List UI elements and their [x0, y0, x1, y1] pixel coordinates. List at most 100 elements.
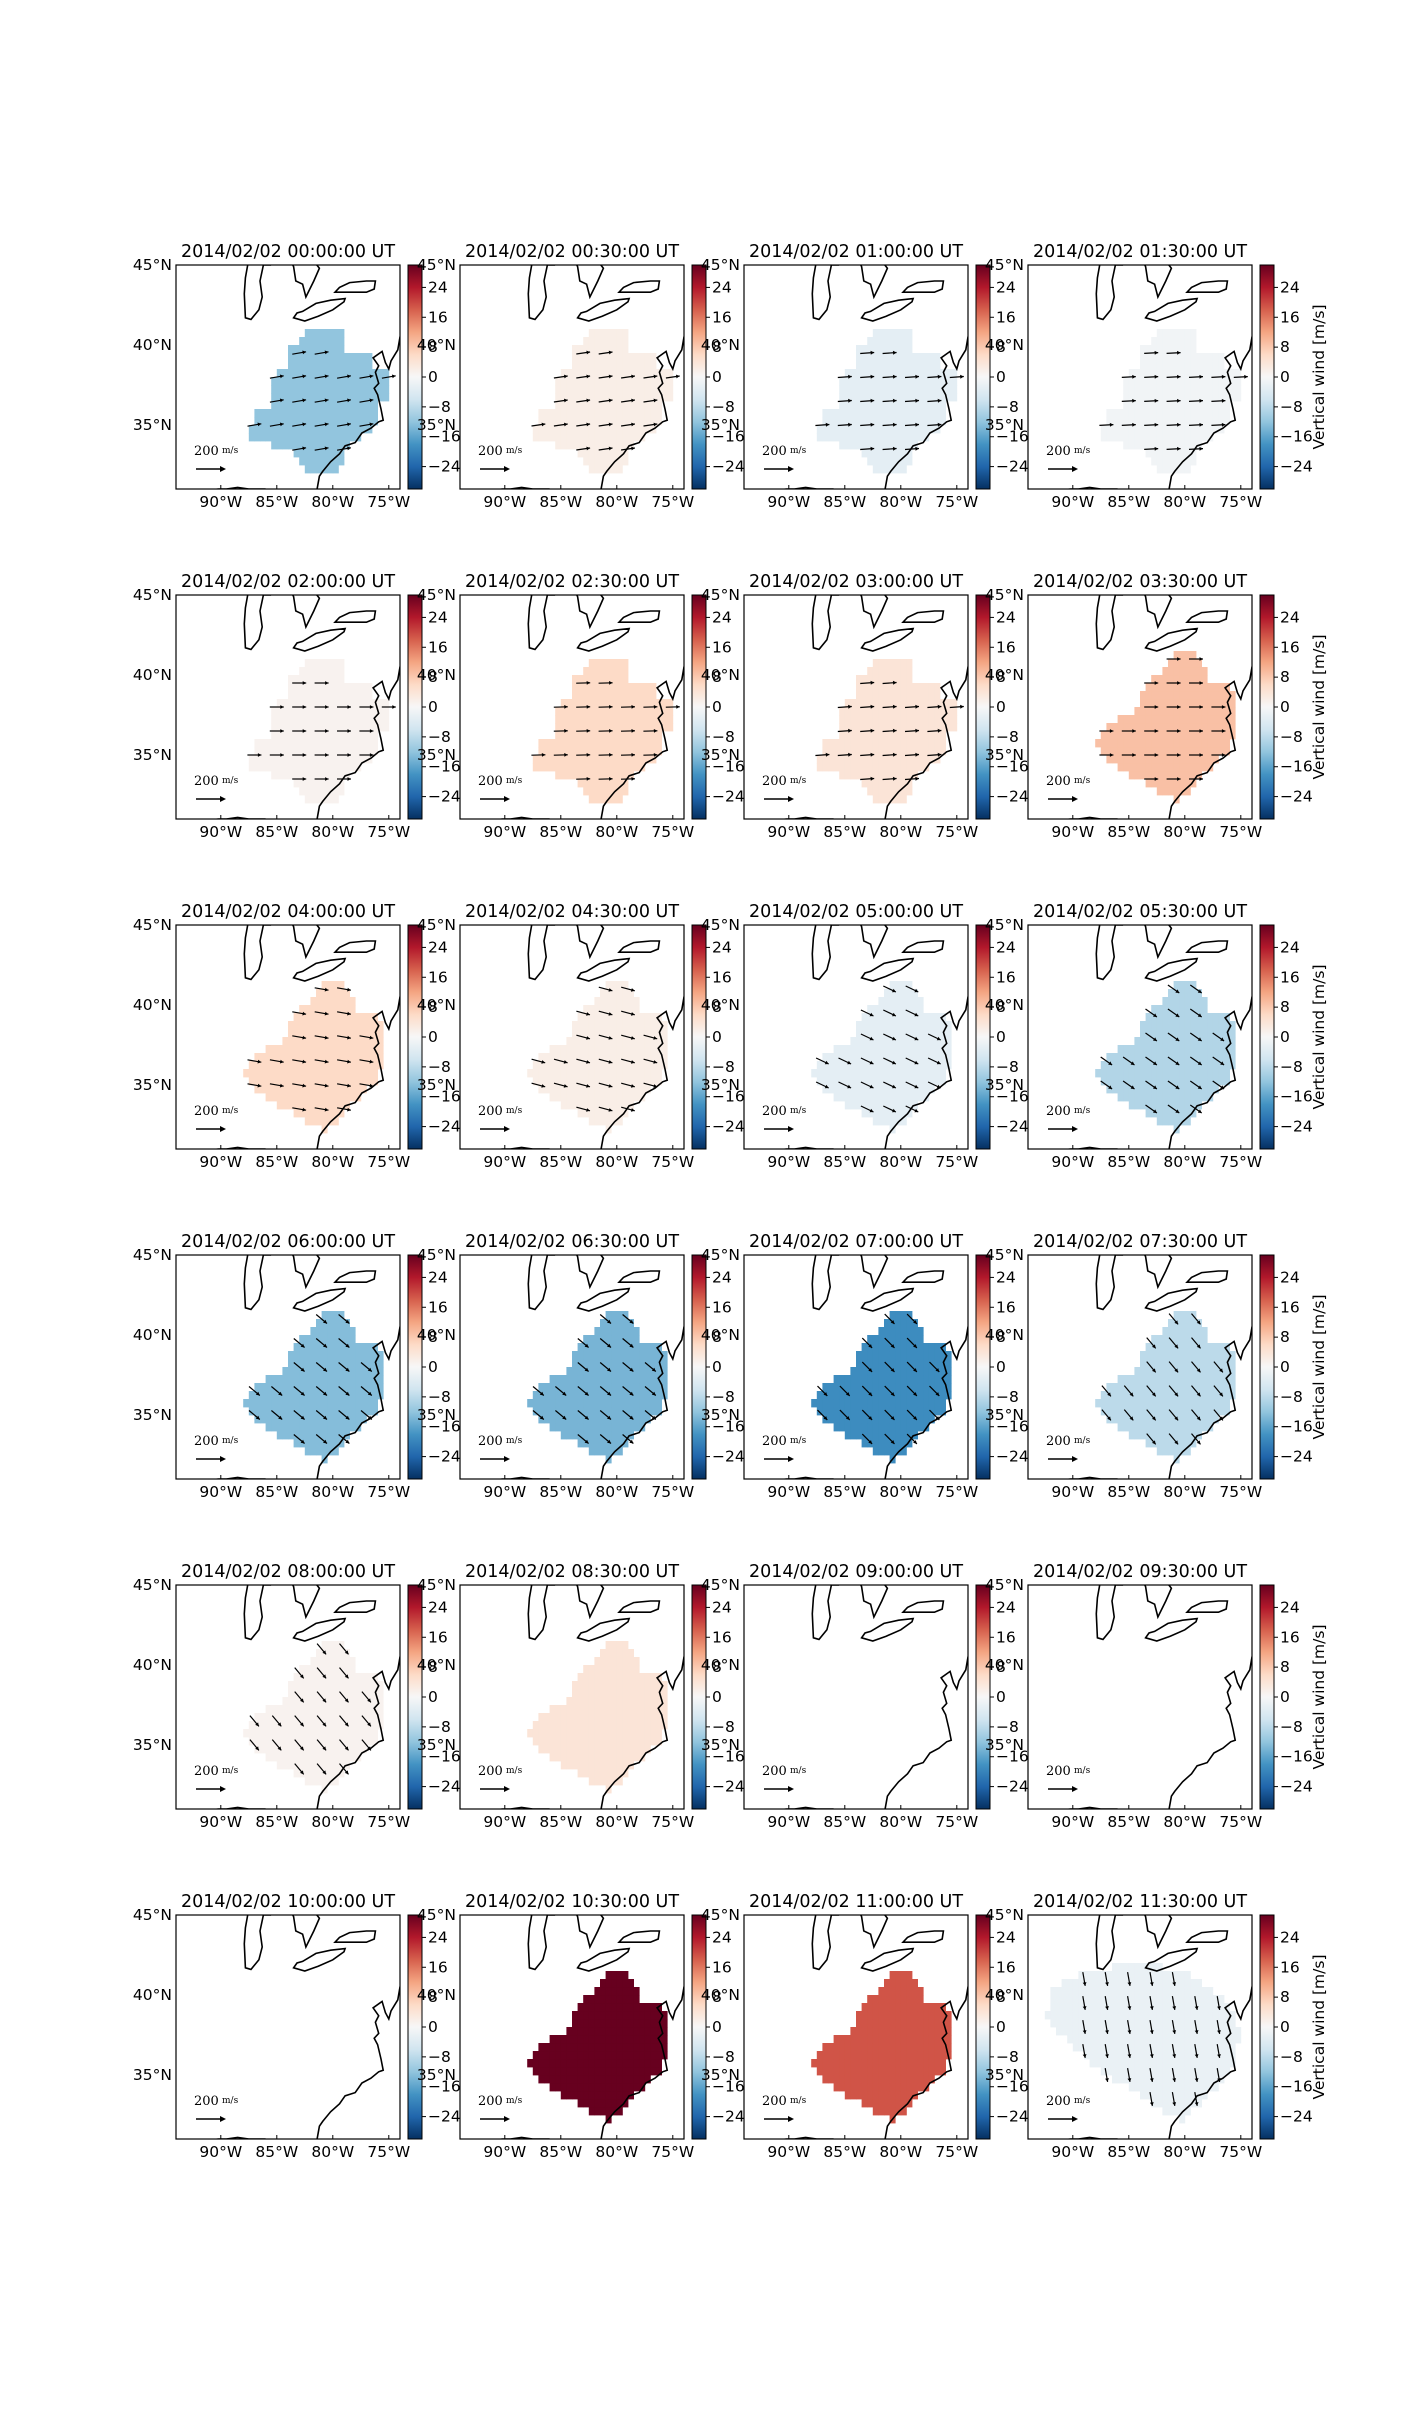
wind-cell: [934, 409, 941, 418]
wind-cell: [532, 1407, 539, 1416]
wind-cell: [288, 361, 294, 370]
wind-cell: [321, 1335, 328, 1344]
wind-arrowhead: [630, 1036, 635, 1040]
wind-cell: [872, 417, 879, 426]
wind-cell: [594, 747, 601, 756]
wind-cell: [605, 1005, 612, 1014]
wind-cell: [605, 449, 612, 458]
wind-cell: [605, 1037, 612, 1046]
wind-cell: [622, 779, 629, 788]
wind-cell: [934, 361, 941, 370]
lake-outline: [1185, 940, 1229, 953]
wind-cell: [588, 675, 595, 684]
wind-cell: [316, 997, 322, 1006]
wind-cell: [1156, 787, 1163, 796]
wind-cell: [299, 1375, 306, 1384]
wind-cell: [622, 1013, 629, 1022]
wind-cell: [555, 425, 562, 434]
wind-cell: [572, 707, 578, 716]
wind-cell: [321, 739, 328, 748]
wind-arrowhead: [914, 1012, 919, 1017]
wind-cell: [611, 353, 618, 362]
wind-cell: [934, 707, 941, 716]
wind-cell: [282, 1101, 289, 1110]
wind-cell: [538, 1077, 545, 1086]
wind-cell: [594, 1327, 601, 1336]
wind-arrowhead: [300, 1415, 305, 1420]
wind-cell: [906, 779, 913, 788]
wind-cell: [583, 779, 590, 788]
wind-cell: [572, 345, 578, 354]
wind-cell: [600, 377, 606, 386]
wind-cell: [895, 337, 902, 346]
wind-cell: [639, 1069, 646, 1078]
wind-cell: [321, 433, 328, 442]
wind-cell: [1179, 329, 1186, 338]
wind-cell: [912, 1085, 918, 1094]
wind-arrowhead: [391, 374, 396, 379]
wind-cell: [628, 361, 634, 370]
wind-cell: [928, 393, 935, 402]
wind-cell: [605, 1319, 612, 1328]
wind-cell: [1173, 425, 1180, 434]
wind-cell: [1156, 771, 1163, 780]
wind-cell: [583, 1407, 590, 1416]
wind-arrowhead: [325, 777, 329, 781]
wind-cell: [616, 1327, 623, 1336]
wind-cell: [560, 1375, 567, 1384]
wind-arrowhead: [937, 704, 942, 709]
wind-cell: [861, 683, 868, 692]
wind-cell: [605, 1013, 612, 1022]
wind-cell: [344, 989, 350, 998]
wind-cell: [276, 433, 283, 442]
wind-cell: [377, 699, 384, 708]
wind-arrowhead: [279, 374, 284, 379]
wind-cell: [622, 1053, 629, 1062]
wind-cell: [639, 1061, 646, 1070]
wind-cell: [588, 1399, 595, 1408]
wind-cell: [633, 1077, 640, 1086]
wind-cell: [906, 1005, 913, 1014]
scale-arrowhead: [788, 466, 794, 472]
wind-cell: [588, 699, 595, 708]
wind-cell: [310, 1335, 317, 1344]
wind-cell: [872, 329, 879, 338]
wind-cell: [360, 1383, 367, 1392]
wind-cell: [338, 659, 345, 668]
wind-cell: [321, 1109, 328, 1118]
wind-cell: [1179, 409, 1186, 418]
wind-cell: [1179, 779, 1186, 788]
wind-cell: [282, 1053, 289, 1062]
wind-cell: [248, 1077, 255, 1086]
wind-cell: [254, 425, 261, 434]
wind-arrowhead: [870, 704, 875, 709]
wind-cell: [900, 1077, 907, 1086]
wind-cell: [906, 981, 913, 990]
wind-cell: [1184, 1021, 1191, 1030]
wind-cell: [594, 417, 601, 426]
wind-cell: [867, 1013, 874, 1022]
wind-cell: [588, 1383, 595, 1392]
wind-cell: [1156, 345, 1163, 354]
wind-cell: [332, 345, 339, 354]
wind-cell: [884, 667, 890, 676]
wind-cell: [600, 1069, 606, 1078]
wind-arrowhead: [392, 705, 396, 709]
wind-cell: [1123, 377, 1130, 386]
wind-cell: [588, 353, 595, 362]
wind-cell: [377, 1037, 384, 1046]
wind-cell: [316, 1383, 322, 1392]
wind-cell: [895, 739, 902, 748]
wind-cell: [861, 675, 868, 684]
wind-cell: [372, 747, 378, 756]
wind-cell: [332, 385, 339, 394]
wind-cell: [867, 1061, 874, 1070]
wind-cell: [260, 409, 266, 418]
wind-cell: [850, 409, 857, 418]
wind-cell: [650, 1021, 657, 1030]
wind-cell: [555, 1383, 562, 1392]
wind-cell: [1179, 771, 1186, 780]
wind-cell: [338, 1319, 345, 1328]
wind-cell: [372, 707, 378, 716]
wind-cell: [895, 329, 902, 338]
